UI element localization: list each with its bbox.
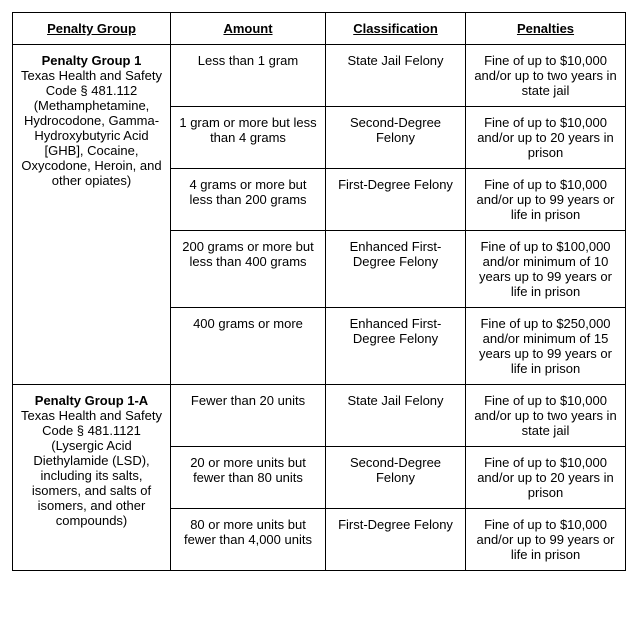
classification-cell: First-Degree Felony	[326, 509, 466, 571]
amount-cell: Less than 1 gram	[171, 45, 326, 107]
amount-cell: 200 grams or more but less than 400 gram…	[171, 231, 326, 308]
penalty-group-title: Penalty Group 1-A	[19, 393, 164, 408]
header-penalties: Penalties	[466, 13, 626, 45]
penalty-group-title: Penalty Group 1	[19, 53, 164, 68]
penalties-cell: Fine of up to $250,000 and/or minimum of…	[466, 308, 626, 385]
penalties-cell: Fine of up to $100,000 and/or minimum of…	[466, 231, 626, 308]
header-amount: Amount	[171, 13, 326, 45]
penalties-cell: Fine of up to $10,000 and/or up to two y…	[466, 385, 626, 447]
penalties-cell: Fine of up to $10,000 and/or up to two y…	[466, 45, 626, 107]
header-row: Penalty Group Amount Classification Pena…	[13, 13, 626, 45]
classification-cell: Second-Degree Felony	[326, 107, 466, 169]
classification-cell: First-Degree Felony	[326, 169, 466, 231]
table-row: Penalty Group 1-ATexas Health and Safety…	[13, 385, 626, 447]
classification-cell: State Jail Felony	[326, 45, 466, 107]
penalty-group-cell: Penalty Group 1-ATexas Health and Safety…	[13, 385, 171, 571]
table-row: Penalty Group 1Texas Health and Safety C…	[13, 45, 626, 107]
amount-cell: 1 gram or more but less than 4 grams	[171, 107, 326, 169]
penalty-table: Penalty Group Amount Classification Pena…	[12, 12, 626, 571]
penalty-group-cell: Penalty Group 1Texas Health and Safety C…	[13, 45, 171, 385]
amount-cell: 4 grams or more but less than 200 grams	[171, 169, 326, 231]
penalties-cell: Fine of up to $10,000 and/or up to 99 ye…	[466, 169, 626, 231]
penalty-group-subtitle: Texas Health and Safety Code § 481.112 (…	[19, 68, 164, 188]
penalties-cell: Fine of up to $10,000 and/or up to 20 ye…	[466, 447, 626, 509]
header-classification: Classification	[326, 13, 466, 45]
amount-cell: 20 or more units but fewer than 80 units	[171, 447, 326, 509]
classification-cell: State Jail Felony	[326, 385, 466, 447]
penalties-cell: Fine of up to $10,000 and/or up to 99 ye…	[466, 509, 626, 571]
classification-cell: Second-Degree Felony	[326, 447, 466, 509]
table-body: Penalty Group 1Texas Health and Safety C…	[13, 45, 626, 571]
header-penalty-group: Penalty Group	[13, 13, 171, 45]
classification-cell: Enhanced First-Degree Felony	[326, 231, 466, 308]
penalty-group-subtitle: Texas Health and Safety Code § 481.1121 …	[19, 408, 164, 528]
classification-cell: Enhanced First-Degree Felony	[326, 308, 466, 385]
amount-cell: Fewer than 20 units	[171, 385, 326, 447]
amount-cell: 400 grams or more	[171, 308, 326, 385]
amount-cell: 80 or more units but fewer than 4,000 un…	[171, 509, 326, 571]
penalties-cell: Fine of up to $10,000 and/or up to 20 ye…	[466, 107, 626, 169]
